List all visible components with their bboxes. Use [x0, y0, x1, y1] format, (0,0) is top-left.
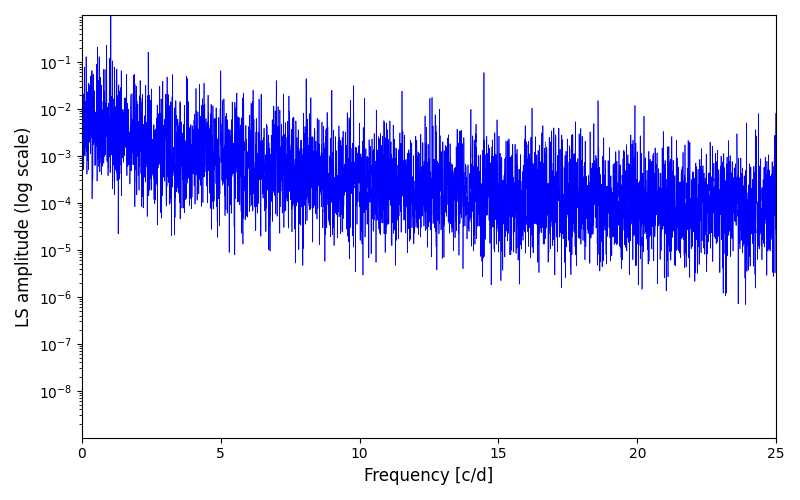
- X-axis label: Frequency [c/d]: Frequency [c/d]: [364, 467, 494, 485]
- Y-axis label: LS amplitude (log scale): LS amplitude (log scale): [15, 126, 33, 326]
